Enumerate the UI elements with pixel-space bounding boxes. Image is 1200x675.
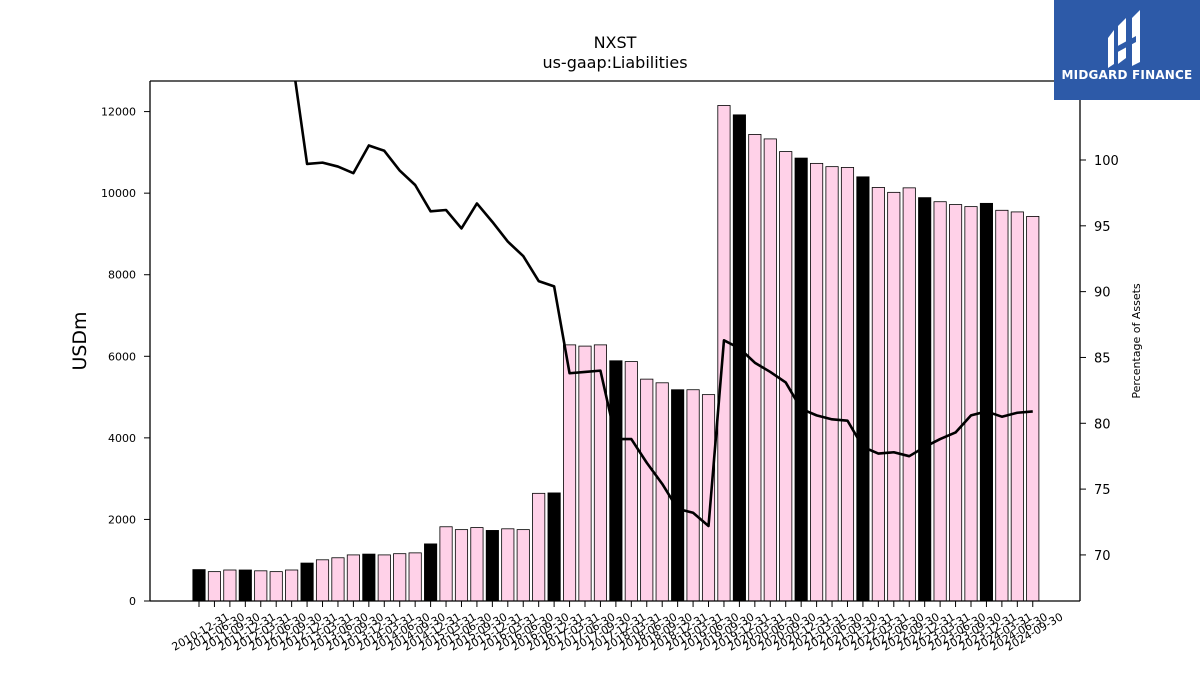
- bar: [254, 570, 268, 602]
- bar: [424, 543, 438, 602]
- logo-mark-left: [1108, 30, 1114, 68]
- bar: [393, 553, 407, 602]
- bar: [902, 187, 916, 602]
- bar: [331, 557, 345, 602]
- x-axis: 2010-12-312011-06-302011-09-302011-12-31…: [170, 601, 1065, 654]
- bar: [470, 527, 484, 602]
- y2-tick-label: 75: [1094, 483, 1111, 498]
- logo-mark-middle: [1118, 18, 1126, 64]
- bar: [377, 554, 391, 602]
- bar: [563, 344, 577, 602]
- bar: [362, 553, 376, 602]
- y2-tick-label: 100: [1094, 154, 1119, 169]
- midgard-logo-icon: [1054, 0, 1200, 100]
- bar: [408, 552, 422, 602]
- bar: [871, 187, 885, 602]
- bar: [609, 360, 623, 602]
- bar-series: [192, 105, 1040, 602]
- bar: [732, 114, 746, 602]
- bar: [779, 151, 793, 602]
- right-axis: 70 75 80 85 90 95 100: [1080, 154, 1119, 564]
- bar: [995, 209, 1009, 602]
- bar: [315, 559, 330, 602]
- y2-tick-label: 85: [1094, 351, 1111, 366]
- bar: [439, 526, 453, 602]
- bar: [810, 162, 824, 602]
- y2-axis-label: Percentage of Assets: [1130, 283, 1143, 399]
- bar: [856, 176, 870, 602]
- bar: [933, 201, 947, 602]
- bar: [1010, 211, 1024, 602]
- line-series: [294, 81, 1033, 528]
- y2-tick-label: 80: [1094, 417, 1111, 432]
- bar: [949, 204, 963, 602]
- y-tick-label: 6000: [108, 350, 136, 363]
- bar: [454, 529, 469, 602]
- y-tick-label: 0: [129, 595, 136, 608]
- bar: [964, 206, 978, 602]
- bar: [887, 191, 901, 602]
- bar: [346, 554, 360, 602]
- y-axis-label: USDm: [69, 311, 91, 370]
- brand-logo: MIDGARD FINANCE: [1054, 0, 1200, 100]
- bar: [485, 530, 499, 602]
- bar: [285, 569, 299, 602]
- y-tick-label: 2000: [108, 513, 136, 526]
- bar: [192, 569, 206, 602]
- bar: [979, 202, 993, 602]
- bar: [300, 562, 314, 602]
- bar: [701, 394, 716, 602]
- brand-name: MIDGARD FINANCE: [1061, 68, 1193, 82]
- bar: [269, 571, 283, 602]
- bar: [223, 569, 237, 602]
- bar: [825, 166, 839, 602]
- bar: [593, 344, 607, 602]
- bar: [532, 492, 546, 602]
- bar: [918, 197, 932, 602]
- bar: [207, 571, 221, 602]
- logo-background: [1054, 0, 1200, 100]
- y2-tick-label: 95: [1094, 220, 1111, 235]
- y2-tick-label: 70: [1094, 549, 1111, 564]
- bar: [501, 528, 515, 602]
- bar: [686, 389, 700, 602]
- left-axis: 0 2000 4000 6000 8000 10000 12000: [101, 106, 150, 608]
- logo-mark-cut: [1114, 36, 1136, 54]
- percentage-line: [294, 81, 1033, 528]
- y-tick-label: 10000: [101, 187, 136, 200]
- y2-tick-label: 90: [1094, 286, 1111, 301]
- y-tick-label: 12000: [101, 106, 136, 119]
- bar: [547, 492, 561, 602]
- bar: [748, 134, 762, 602]
- bar: [238, 569, 252, 602]
- bar: [1026, 215, 1040, 602]
- bar: [671, 389, 685, 602]
- chart-subtitle: us-gaap:Liabilities: [542, 53, 687, 72]
- bar: [624, 361, 638, 602]
- y-tick-label: 8000: [108, 269, 136, 282]
- y-tick-label: 4000: [108, 432, 136, 445]
- bar: [516, 529, 530, 602]
- bar: [794, 157, 808, 602]
- chart-title: NXST: [594, 33, 637, 52]
- bar: [840, 167, 855, 602]
- bar: [578, 345, 592, 602]
- bar: [640, 378, 654, 602]
